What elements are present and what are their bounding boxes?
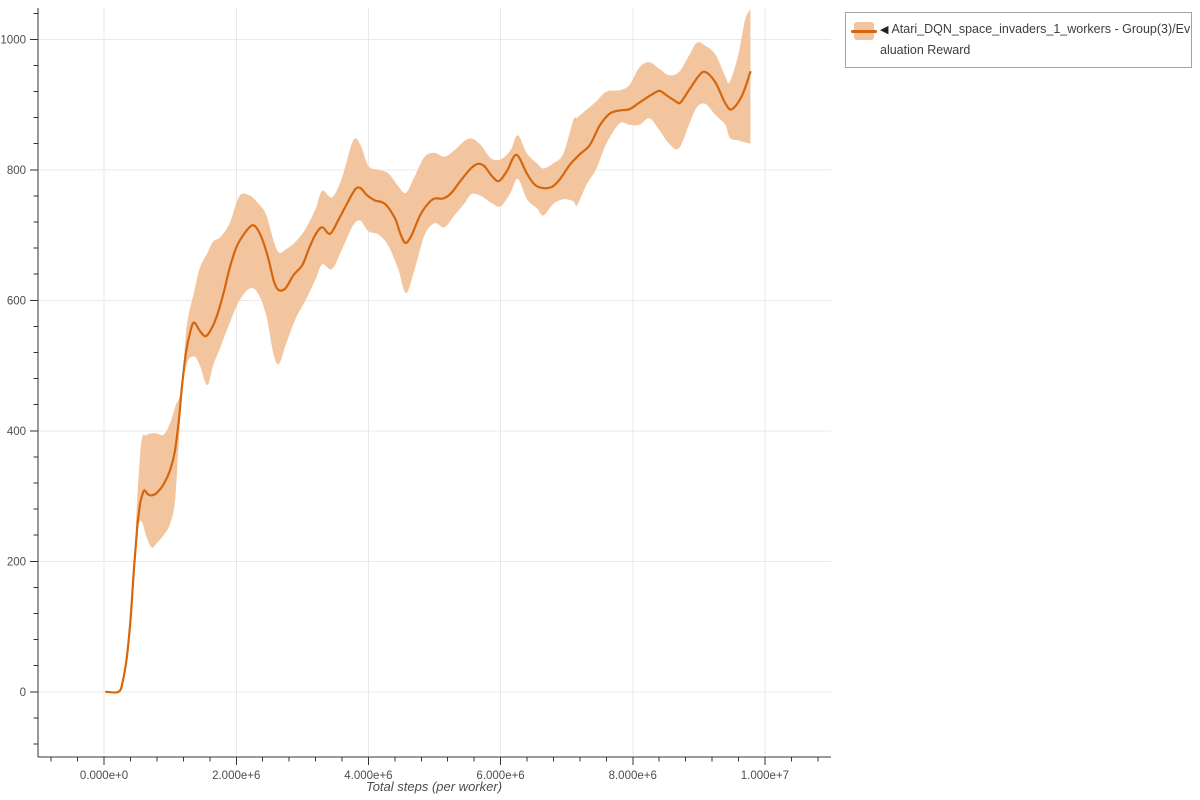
series-swatch-icon	[851, 22, 877, 40]
x-axis	[38, 756, 831, 765]
x-tick-label: 8.000e+6	[609, 770, 657, 782]
y-tick-label: 1000	[0, 34, 26, 46]
y-tick-label: 600	[7, 295, 26, 307]
legend-label: ◀ Atari_DQN_space_invaders_1_workers - Gr…	[880, 19, 1190, 60]
y-tick-label: 200	[7, 556, 26, 568]
band-path	[135, 9, 751, 548]
legend-label-line2: aluation Reward	[880, 43, 971, 57]
x-tick-labels: 0.000e+0 2.000e+6 4.000e+6 6.000e+6 8.000e+6…	[80, 770, 789, 782]
legend-entry[interactable]: ◀ Atari_DQN_space_invaders_1_workers - Gr…	[851, 19, 1190, 60]
legend: ◀ Atari_DQN_space_invaders_1_workers - Gr…	[845, 12, 1192, 68]
y-tick-labels: 0 200 400 600 800 1000	[0, 34, 26, 698]
plot-area[interactable]	[105, 9, 752, 694]
collapse-triangle-icon[interactable]: ◀	[880, 24, 889, 36]
y-tick-label: 400	[7, 426, 26, 438]
confidence-band	[135, 9, 751, 548]
series-line-icon	[851, 29, 877, 33]
gridlines	[38, 8, 831, 757]
x-tick-label: 6.000e+6	[476, 770, 524, 782]
x-tick-label: 0.000e+0	[80, 770, 128, 782]
y-axis	[30, 8, 39, 757]
legend-label-line1: Atari_DQN_space_invaders_1_workers - Gro…	[891, 22, 1191, 36]
x-tick-label: 2.000e+6	[212, 770, 260, 782]
x-tick-label: 1.000e+7	[741, 770, 789, 782]
y-tick-label: 0	[20, 687, 26, 699]
x-axis-title: Total steps (per worker)	[366, 779, 502, 794]
y-tick-label: 800	[7, 165, 26, 177]
x-tick-label: 4.000e+6	[344, 770, 392, 782]
line-path[interactable]	[105, 70, 752, 694]
series-line[interactable]	[105, 70, 752, 694]
